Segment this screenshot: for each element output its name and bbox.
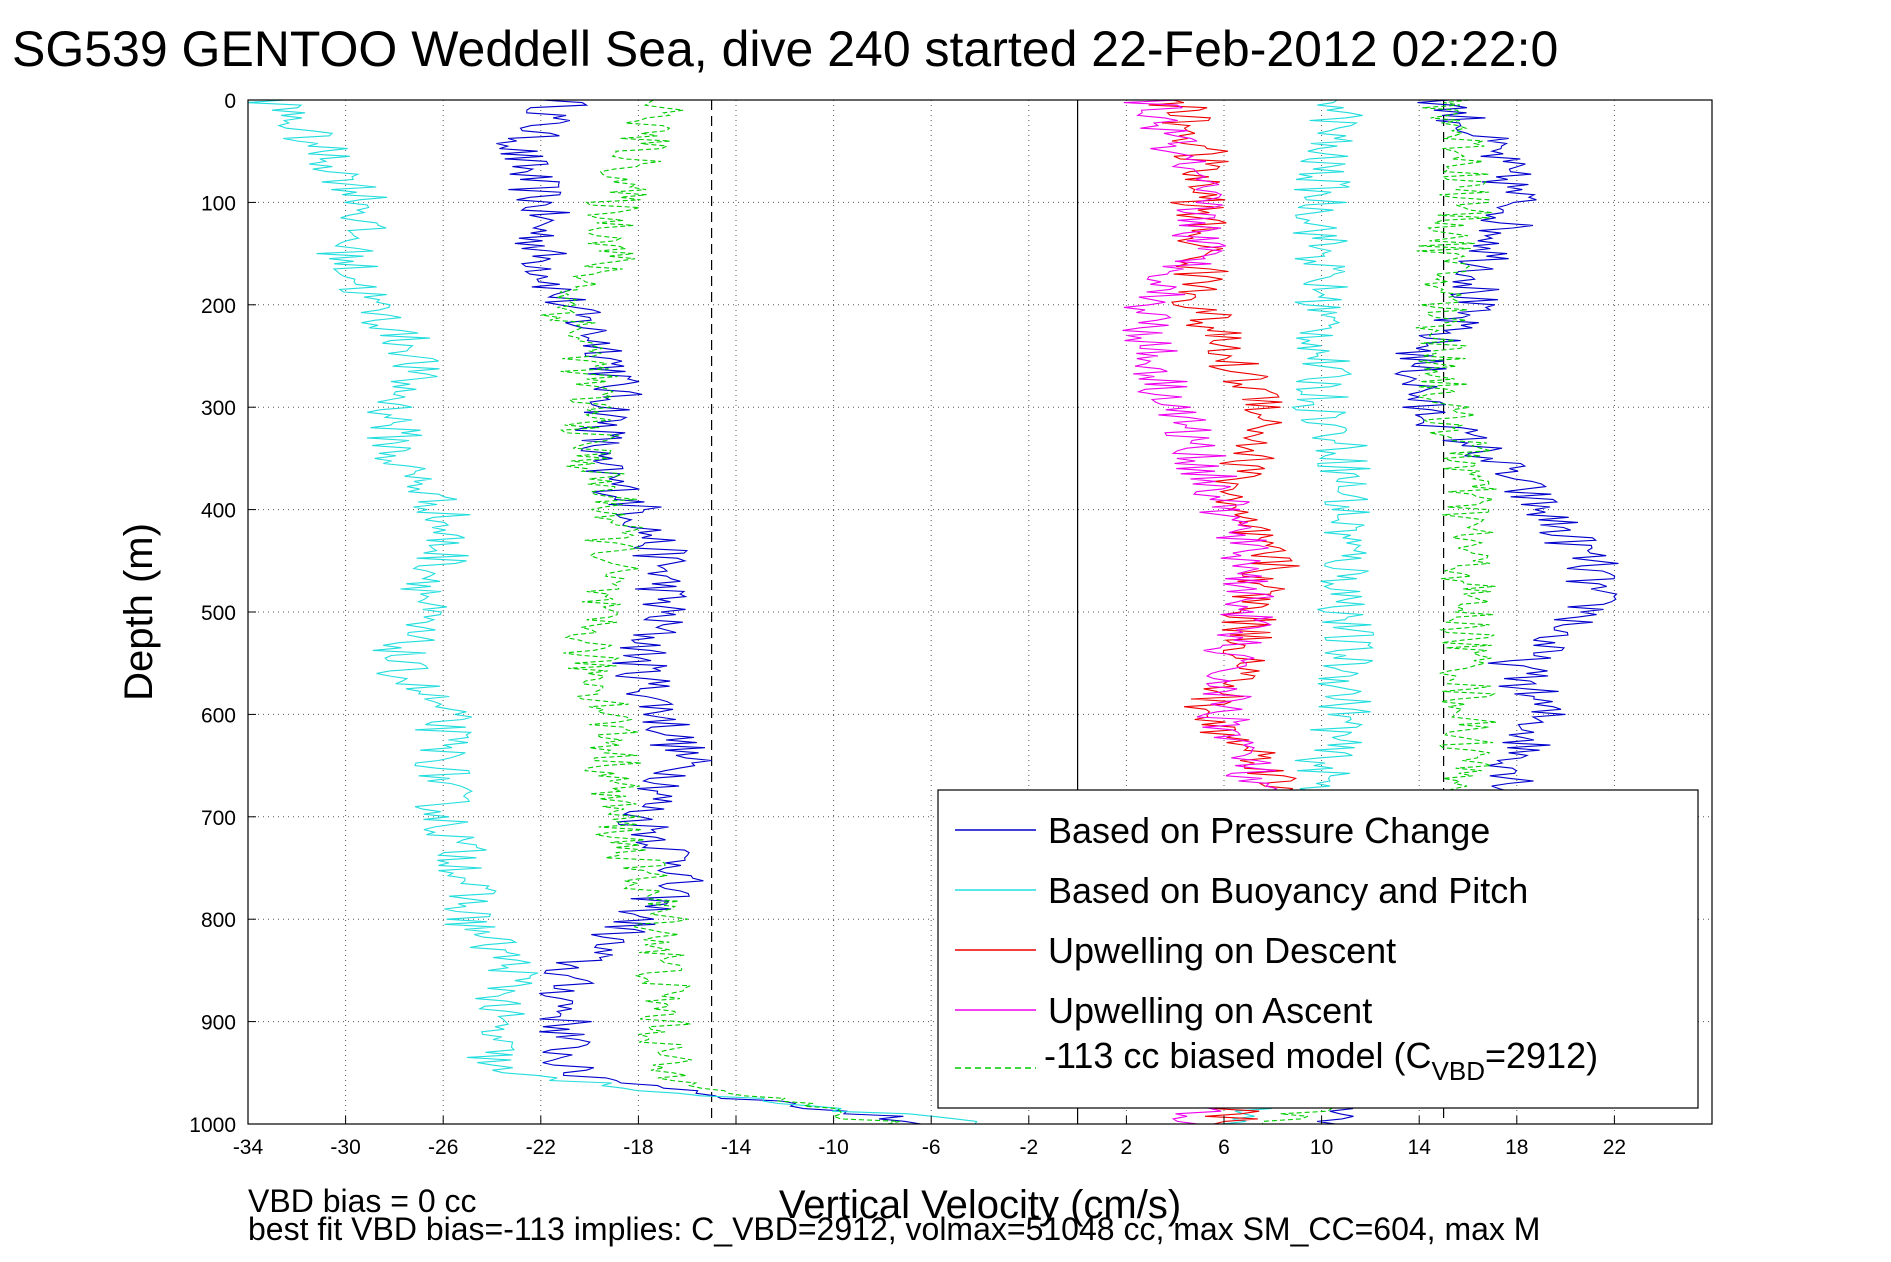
x-tick-label: 14 xyxy=(1408,1136,1432,1159)
y-tick-label: 1000 xyxy=(189,1114,236,1137)
series-line-4 xyxy=(541,100,900,1124)
y-axis-ticks: 0 100 200 300 400 500 600 700 800 900 1000 xyxy=(189,90,256,1137)
y-tick-label: 600 xyxy=(201,704,236,727)
x-axis-ticks: -34 -30 -26 -22 -18 -14 -10 -6 -2 2 6 10 14 18 22 xyxy=(233,1116,1626,1159)
y-tick-label: 300 xyxy=(201,397,236,420)
legend-label-pressure: Based on Pressure Change xyxy=(1048,810,1490,851)
y-axis-label: Depth (m) xyxy=(117,523,161,701)
x-tick-label: 6 xyxy=(1218,1136,1230,1159)
best-fit-note: best fit VBD bias=-113 implies: C_VBD=29… xyxy=(248,1211,1540,1247)
vbd-bias-note: VBD bias = 0 cc xyxy=(248,1183,477,1219)
y-tick-label: 200 xyxy=(201,295,236,318)
x-tick-label: -10 xyxy=(818,1136,848,1159)
x-tick-label: 2 xyxy=(1121,1136,1133,1159)
x-tick-label: -6 xyxy=(922,1136,941,1159)
y-tick-label: 0 xyxy=(224,90,236,113)
y-tick-label: 100 xyxy=(201,192,236,215)
x-tick-label: -30 xyxy=(330,1136,360,1159)
chart-title: SG539 GENTOO Weddell Sea, dive 240 start… xyxy=(12,21,1558,77)
x-tick-label: -2 xyxy=(1019,1136,1038,1159)
x-tick-label: -34 xyxy=(233,1136,264,1159)
x-tick-label: -18 xyxy=(623,1136,653,1159)
x-tick-label: -26 xyxy=(428,1136,458,1159)
x-axis-label: Vertical Velocity (cm/s) xyxy=(779,1183,1181,1227)
y-tick-label: 500 xyxy=(201,602,236,625)
legend-label-buoyancy: Based on Buoyancy and Pitch xyxy=(1048,870,1528,911)
x-tick-label: -14 xyxy=(721,1136,752,1159)
x-tick-label: 22 xyxy=(1603,1136,1626,1159)
x-tick-label: 10 xyxy=(1310,1136,1333,1159)
legend-box xyxy=(937,789,1699,1109)
legend-label-descent: Upwelling on Descent xyxy=(1048,930,1396,971)
x-tick-label: 18 xyxy=(1505,1136,1528,1159)
y-tick-label: 700 xyxy=(201,807,236,830)
legend: Based on Pressure Change Based on Buoyan… xyxy=(937,789,1699,1109)
y-tick-label: 900 xyxy=(201,1012,236,1035)
legend-label-model: -113 cc biased model (CVBD=2912) xyxy=(1044,1035,1598,1086)
legend-label-ascent: Upwelling on Ascent xyxy=(1048,990,1372,1031)
y-tick-label: 800 xyxy=(201,909,236,932)
series-line-0 xyxy=(496,100,921,1124)
y-tick-label: 400 xyxy=(201,500,236,523)
x-tick-label: -22 xyxy=(526,1136,556,1159)
series-line-2 xyxy=(248,100,978,1124)
